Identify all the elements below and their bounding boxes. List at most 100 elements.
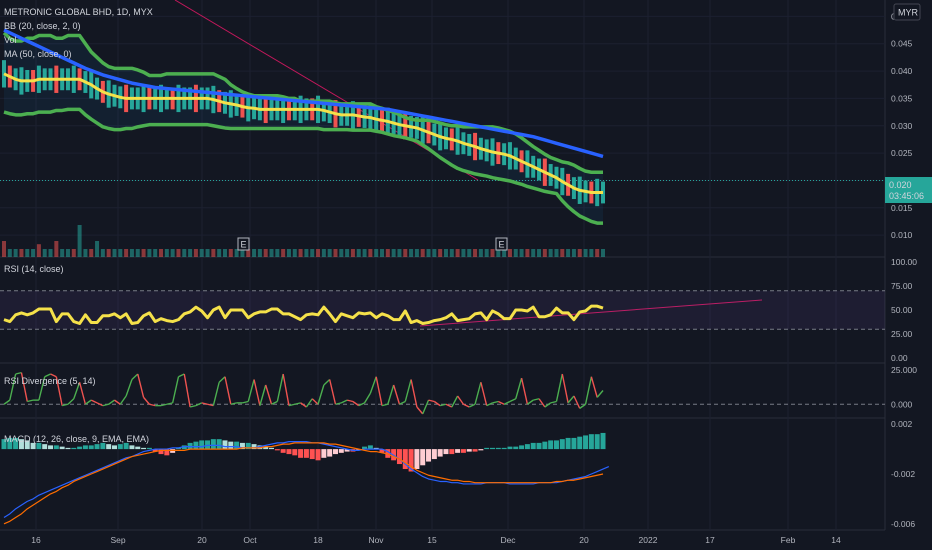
macd-histogram-bar xyxy=(175,447,181,450)
macd-histogram-bar xyxy=(519,445,525,450)
macd-histogram-bar xyxy=(187,442,193,450)
macd-histogram-bar xyxy=(420,449,426,466)
divergence-segment xyxy=(573,395,581,409)
rsi-line xyxy=(3,304,604,325)
rsi-band-fill xyxy=(0,290,885,330)
macd-histogram-bar xyxy=(455,449,461,453)
price-tick-label: 0.045 xyxy=(891,39,913,49)
macd-histogram-bar xyxy=(274,449,280,451)
price-tick-label: 0.025 xyxy=(891,148,913,158)
volume-bar xyxy=(316,249,321,257)
divergence-segment xyxy=(335,402,342,405)
divergence-segment xyxy=(468,403,476,408)
volume-bar xyxy=(577,249,582,257)
macd-histogram-bar xyxy=(216,439,222,450)
macd-histogram-bar xyxy=(146,447,152,450)
macd-histogram-bar xyxy=(36,442,42,450)
macd-histogram-bar xyxy=(548,440,554,450)
macd-pane xyxy=(1,432,610,525)
vol-legend[interactable]: Vol xyxy=(4,35,17,45)
volume-bar xyxy=(13,249,18,257)
divergence-segment xyxy=(143,396,150,405)
macd-histogram-bar xyxy=(396,449,402,465)
divergence-segment xyxy=(369,376,377,394)
volume-bar xyxy=(263,249,268,257)
divergence-segment xyxy=(352,400,360,407)
volume-bar xyxy=(449,249,454,257)
divergence-segment xyxy=(317,384,325,405)
divergence-segment xyxy=(38,376,46,401)
rsi-pane xyxy=(0,290,885,330)
divergence-segment xyxy=(242,400,249,404)
bb-legend[interactable]: BB (20, close, 2, 0) xyxy=(4,21,81,31)
macd-histogram-bar xyxy=(298,449,304,458)
last-price-value: 0.020 xyxy=(889,180,912,190)
volume-bar xyxy=(182,249,187,257)
time-tick-label: Sep xyxy=(110,535,125,545)
divergence-segment xyxy=(579,403,586,409)
macd-histogram-bar xyxy=(88,445,94,450)
volume-bar xyxy=(275,249,280,257)
macd-legend[interactable]: MACD (12, 26, close, 9, EMA, EMA) xyxy=(4,434,149,444)
volume-bar xyxy=(455,249,460,257)
volume-bar xyxy=(310,249,315,257)
divergence-segment xyxy=(544,402,552,408)
divergence-segment xyxy=(265,384,273,405)
macd-histogram-bar xyxy=(379,449,385,453)
macd-histogram-bar xyxy=(577,436,583,450)
rsi-legend[interactable]: RSI (14, close) xyxy=(4,264,64,274)
ma-legend[interactable]: MA (50, close, 0) xyxy=(4,49,72,59)
macd-histogram-bar xyxy=(123,442,129,450)
volume-bar xyxy=(507,249,512,257)
volume-bar xyxy=(118,249,123,257)
volume-bar xyxy=(345,249,350,257)
volume-bar xyxy=(496,249,501,257)
divergence-segment xyxy=(276,373,284,402)
volume-bar xyxy=(403,249,408,257)
divergence-segment xyxy=(171,376,180,404)
time-tick-label: 2022 xyxy=(639,535,658,545)
macd-histogram-bar xyxy=(263,446,269,450)
macd-histogram-bar xyxy=(234,441,240,450)
last-price-label: 0.020 03:45:06 xyxy=(885,177,932,203)
divergence-segment xyxy=(567,395,575,404)
price-tick-label: 0.010 xyxy=(891,230,913,240)
volume-bar xyxy=(548,249,553,257)
volume-bar xyxy=(95,241,100,257)
divergence-segment xyxy=(85,399,92,405)
divergence-segment xyxy=(328,379,337,405)
macd-histogram-bar xyxy=(449,449,455,455)
divergence-segment xyxy=(108,399,115,405)
rsi-divergence-legend[interactable]: RSI Divergence (5, 14) xyxy=(4,376,96,386)
divergence-segment xyxy=(259,384,267,406)
volume-bar xyxy=(537,249,542,257)
macd-histogram-bar xyxy=(524,444,530,450)
volume-bar xyxy=(2,241,6,257)
volume-bar xyxy=(339,249,344,257)
volume-bar xyxy=(571,249,576,257)
time-tick-label: Oct xyxy=(243,535,257,545)
volume-bar xyxy=(560,249,565,257)
divergence-segment xyxy=(224,376,232,405)
price-tick-label: 0.015 xyxy=(891,203,913,213)
macd-histogram-bar xyxy=(542,441,548,450)
earnings-marker[interactable]: E xyxy=(237,237,250,251)
svg-text:MYR: MYR xyxy=(898,8,919,18)
svg-text:E: E xyxy=(499,240,505,250)
divergence-segment xyxy=(451,395,459,408)
macd-histogram-bar xyxy=(152,449,158,452)
volume-bar xyxy=(252,249,257,257)
divergence-segment xyxy=(15,371,22,375)
volume-bar xyxy=(327,249,332,257)
divergence-segment xyxy=(27,399,34,403)
divergence-segment xyxy=(555,373,563,402)
rsi-tick-label: 50.00 xyxy=(891,305,913,315)
earnings-marker[interactable]: E xyxy=(495,237,508,251)
currency-button[interactable]: MYR xyxy=(893,3,921,21)
macd-histogram-bar xyxy=(170,449,176,453)
divergence-segment xyxy=(381,403,388,407)
volume-bar xyxy=(484,249,489,257)
volume-bar xyxy=(100,249,105,257)
divergence-tick-label: 25.000 xyxy=(891,365,917,375)
volume-bar xyxy=(222,249,227,257)
